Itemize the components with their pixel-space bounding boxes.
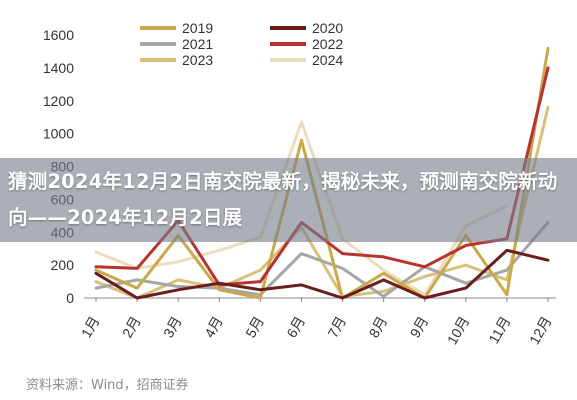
legend-label-2024: 2024 xyxy=(312,52,343,68)
overlay-title: 猜测2024年12月2日南交院最新，揭秘未来，预测南交院新动向——2024年12… xyxy=(8,170,558,229)
x-tick-label: 11月 xyxy=(485,313,513,346)
x-tick-label: 3月 xyxy=(160,314,185,341)
legend-label-2023: 2023 xyxy=(182,52,213,68)
legend-label-2022: 2022 xyxy=(312,36,343,52)
x-tick-label: 9月 xyxy=(407,314,432,341)
y-tick-label: 1200 xyxy=(43,93,74,109)
series-line-2020 xyxy=(94,248,550,300)
legend-label-2019: 2019 xyxy=(182,20,213,36)
y-tick-label: 1400 xyxy=(43,60,74,76)
x-tick-label: 4月 xyxy=(201,314,226,341)
x-tick-label: 2月 xyxy=(119,314,144,341)
source-note: 资料来源：Wind，招商证券 xyxy=(26,378,189,393)
x-tick-label: 1月 xyxy=(78,314,103,341)
overlay-band xyxy=(0,158,577,242)
y-tick-label: 0 xyxy=(66,290,74,306)
x-tick-label: 8月 xyxy=(365,314,390,341)
x-tick-label: 5月 xyxy=(242,314,267,341)
legend-label-2021: 2021 xyxy=(182,36,213,52)
y-tick-label: 1600 xyxy=(43,27,74,43)
y-tick-label: 200 xyxy=(51,257,75,273)
legend: 2019 2020 2021 2022 2023 2024 xyxy=(140,20,343,68)
x-tick-label: 6月 xyxy=(283,314,308,341)
x-tick-label: 12月 xyxy=(526,314,555,348)
x-tick-label: 7月 xyxy=(324,314,349,341)
y-tick-label: 1000 xyxy=(43,126,74,142)
legend-label-2020: 2020 xyxy=(312,20,343,36)
x-tick-label: 10月 xyxy=(444,314,473,348)
